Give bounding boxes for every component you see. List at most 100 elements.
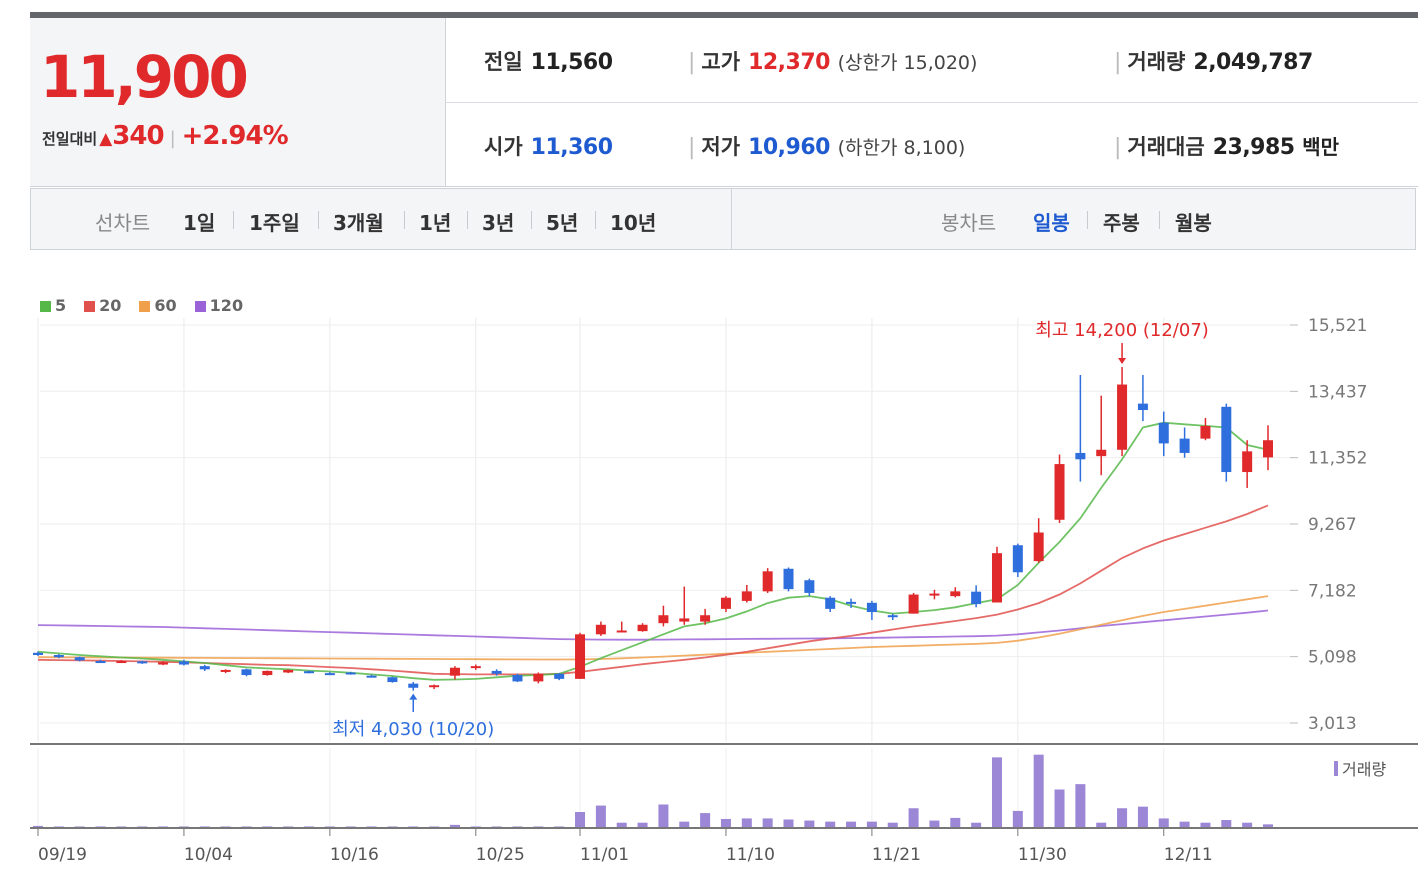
stat-value: 10,960 [748, 135, 830, 160]
candle-body [679, 618, 690, 622]
candle-body [158, 662, 169, 665]
candle-body [908, 594, 919, 614]
volume-bar [991, 757, 1002, 827]
x-tick-label: 11/30 [1018, 845, 1067, 865]
stock-chart[interactable]: 15,521 13,437 11,352 9,267 7,182 5,098 3,013 거래… [0, 255, 1418, 888]
volume-bar [324, 826, 335, 827]
volume-bar [470, 826, 481, 827]
stat-label: 저가 [701, 135, 741, 159]
candle-body [554, 673, 565, 679]
legend-ma20[interactable]: 20 [84, 296, 121, 315]
tab-3y[interactable]: 3년 [482, 211, 515, 235]
x-tick-label: 11/10 [726, 845, 775, 865]
y-tick-label: 15,521 [1308, 316, 1367, 336]
low-arrow-head [409, 693, 418, 700]
tab-3m[interactable]: 3개월 [333, 211, 384, 235]
volume-bar [199, 826, 210, 827]
candle-body [429, 685, 440, 688]
volume-bar [908, 808, 919, 827]
volume-bar [387, 826, 398, 827]
volume-bar [449, 824, 460, 827]
candle-body [991, 553, 1002, 603]
tab-10y[interactable]: 10년 [610, 211, 657, 235]
tab-1y[interactable]: 1년 [419, 211, 452, 235]
top-accent-bar [30, 12, 1418, 18]
tab-daily[interactable]: 일봉 [1033, 211, 1070, 235]
tab-monthly[interactable]: 월봉 [1175, 211, 1212, 235]
candle-body [1054, 464, 1065, 520]
x-tick-label: 11/21 [872, 845, 921, 865]
candle-body [220, 669, 231, 672]
low-annotation: 최저 4,030 (10/20) [332, 719, 494, 740]
stat-divider: | [1114, 135, 1122, 160]
volume-bar [1012, 810, 1023, 827]
volume-bar [783, 819, 794, 827]
candle-body [1012, 545, 1023, 573]
lower-limit: (하한가 8,100) [837, 137, 966, 159]
candle-body [658, 615, 669, 624]
stats-table: 전일 11,560 | 고가 12,370 (상한가 15,020) | 거래량 2,04… [446, 18, 1418, 186]
tab-divider [404, 211, 405, 229]
candle-body [470, 666, 481, 669]
stat-label: 고가 [701, 50, 741, 74]
stat-value: 11,560 [530, 50, 613, 75]
volume-bar [220, 826, 231, 827]
line-chart-label: 선차트 [95, 211, 151, 235]
volume-bar [637, 822, 648, 827]
tab-divider [1087, 211, 1088, 229]
ma-line-ma20 [37, 504, 1269, 676]
change-value: 340 [112, 121, 164, 151]
tab-5y[interactable]: 5년 [546, 211, 579, 235]
tab-weekly[interactable]: 주봉 [1103, 211, 1140, 235]
tab-divider [467, 211, 468, 229]
candle-body [1137, 403, 1148, 410]
stat-volume: | 거래량 2,049,787 [1114, 46, 1313, 76]
legend-ma60[interactable]: 60 [139, 296, 177, 315]
stat-value: 23,985 [1212, 135, 1295, 160]
y-tick-label: 3,013 [1308, 714, 1357, 734]
volume-bar [1033, 754, 1044, 827]
candle-body [491, 670, 502, 674]
price-box: 11,900 전일대비 ▲340 | +2.94% [30, 18, 446, 186]
candle-body [720, 597, 731, 609]
volume-bar [950, 817, 961, 827]
volume-bar [1158, 818, 1169, 827]
candle-body [1200, 425, 1211, 439]
candle-body [178, 661, 189, 665]
ma-legend: 5 20 60 120 [40, 296, 261, 315]
volume-bar [408, 826, 419, 827]
volume-legend-label: 거래량 [1342, 760, 1386, 779]
candle-body [929, 593, 940, 596]
candle-body [449, 667, 460, 676]
candle-body [700, 615, 711, 622]
candle-body [366, 675, 377, 678]
stat-label: 거래량 [1127, 50, 1186, 74]
legend-ma120[interactable]: 120 [194, 296, 243, 315]
stats-row-1: 전일 11,560 | 고가 12,370 (상한가 15,020) | 거래량 2,04… [446, 18, 1418, 103]
tab-1w[interactable]: 1주일 [249, 211, 300, 235]
candle-body [783, 568, 794, 590]
volume-bar [53, 826, 64, 827]
stat-high: | 고가 12,370 (상한가 15,020) [688, 46, 977, 76]
candle-body [116, 661, 127, 664]
stat-value: 11,360 [530, 135, 613, 160]
quote-summary: 11,900 전일대비 ▲340 | +2.94% 전일 11,560 | 고가 12,37… [30, 18, 1418, 187]
candle-body [846, 601, 857, 604]
current-price: 11,900 [40, 43, 249, 111]
legend-ma5[interactable]: 5 [40, 296, 66, 315]
volume-bar [720, 818, 731, 827]
x-tick-label: 10/25 [476, 845, 525, 865]
stats-row-2: 시가 11,360 | 저가 10,960 (하한가 8,100) | 거래대금 23,9… [446, 103, 1418, 187]
volume-bar [1096, 822, 1107, 827]
ma-line-ma120 [37, 609, 1269, 641]
tab-divider [1159, 211, 1160, 229]
volume-bar [158, 826, 169, 827]
candle-body [262, 670, 273, 676]
candle-chart-label: 봉차트 [941, 211, 997, 235]
volume-bar [33, 825, 43, 827]
volume-bar [1263, 824, 1273, 827]
tab-1d[interactable]: 1일 [183, 211, 216, 235]
high-annotation: 최고 14,200 (12/07) [1035, 320, 1208, 341]
stat-value: 2,049,787 [1193, 50, 1313, 75]
volume-bar [804, 820, 815, 827]
